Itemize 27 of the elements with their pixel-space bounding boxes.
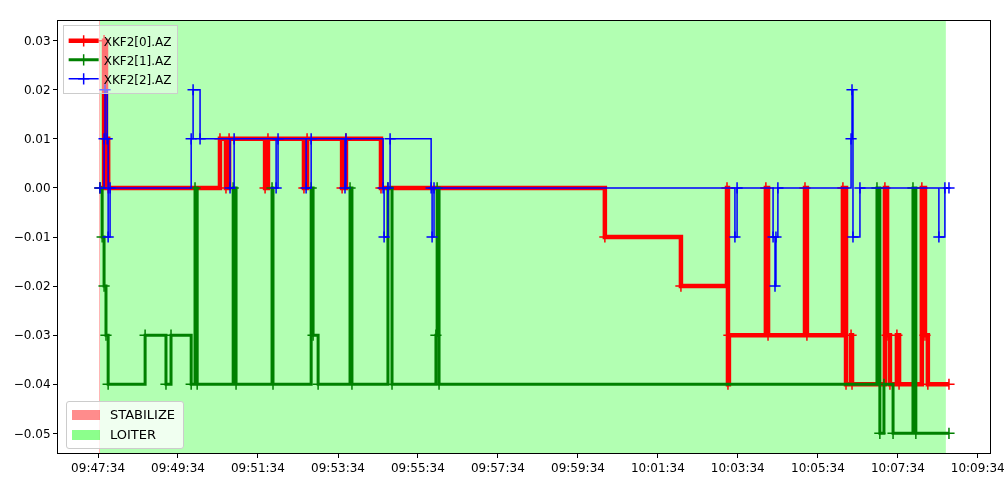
band-label: LOITER <box>110 426 157 444</box>
x-tick-label: 10:09:34 <box>950 461 1005 476</box>
x-tick-label: 09:53:34 <box>311 461 365 476</box>
y-tick-label: −0.04 <box>13 377 51 392</box>
y-tick-label: −0.01 <box>13 230 51 245</box>
y-tick-label: 0.00 <box>23 181 51 196</box>
y-tick-label: 0.01 <box>23 132 51 147</box>
y-tick-label: 0.03 <box>23 33 51 48</box>
x-tick-label: 10:01:34 <box>630 461 685 476</box>
legend-label: XKF2[1].AZ <box>103 53 172 68</box>
x-tick-label: 09:57:34 <box>470 461 525 476</box>
x-tick-label: 10:03:34 <box>710 461 765 476</box>
x-tick-label: 09:55:34 <box>390 461 445 476</box>
legend-label: XKF2[2].AZ <box>103 72 172 87</box>
y-tick-label: −0.03 <box>13 328 51 343</box>
x-tick-label: 09:59:34 <box>551 461 605 476</box>
band-label: STABILIZE <box>110 406 176 424</box>
legend-label: XKF2[0].AZ <box>103 34 172 49</box>
x-tick-label: 09:51:34 <box>230 461 285 476</box>
x-tick-label: 10:07:34 <box>870 461 925 476</box>
x-tick-label: 09:47:34 <box>71 461 126 476</box>
y-tick-label: −0.05 <box>13 426 51 441</box>
legend-box: STABILIZE LOITER <box>66 401 185 449</box>
x-tick-label: 09:49:34 <box>151 461 205 476</box>
y-tick-label: 0.02 <box>23 82 51 97</box>
y-tick-label: −0.02 <box>13 279 51 294</box>
x-tick-label: 10:05:34 <box>791 461 845 476</box>
